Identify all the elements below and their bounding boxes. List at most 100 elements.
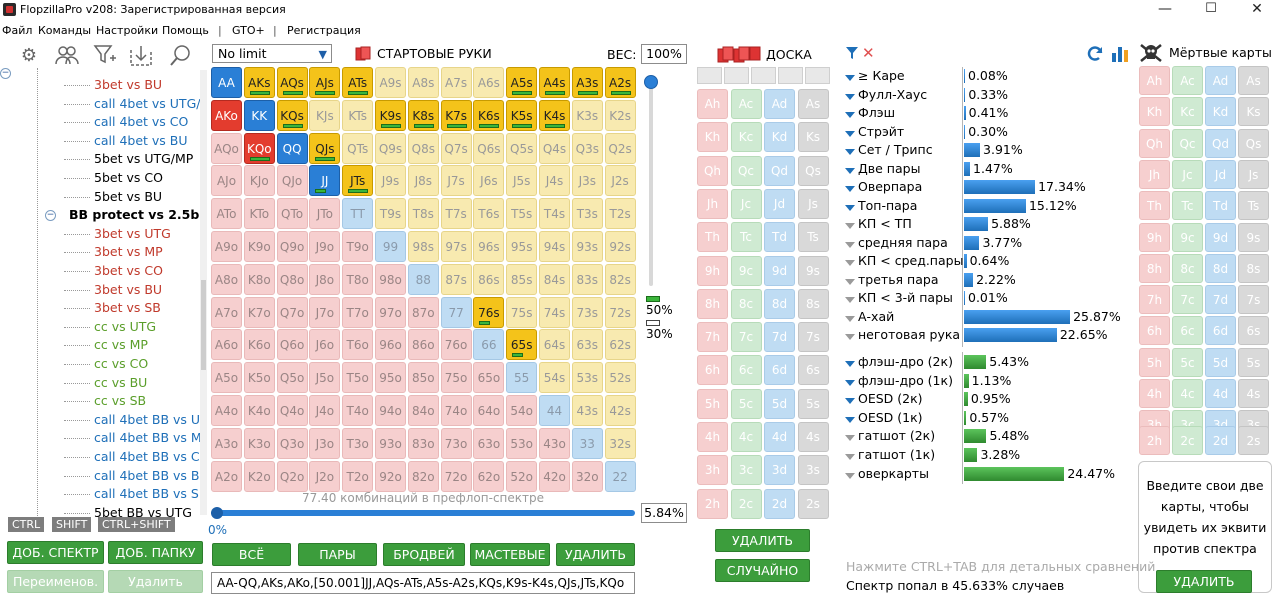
- hand-cell[interactable]: A3o: [211, 428, 242, 459]
- hand-cell[interactable]: J4o: [309, 395, 340, 426]
- board-card[interactable]: Kd: [764, 122, 795, 152]
- board-card[interactable]: Td: [764, 222, 795, 252]
- dead-card[interactable]: 8h: [1139, 254, 1170, 283]
- hand-cell[interactable]: 85o: [408, 362, 439, 393]
- select-all-button[interactable]: ВСЁ: [212, 543, 291, 566]
- game-type-select[interactable]: No limit ▼: [212, 44, 332, 63]
- hand-cell[interactable]: Q9s: [375, 133, 406, 164]
- hand-cell[interactable]: A5s: [506, 67, 537, 98]
- stat-row[interactable]: флэш-дро (2к): [845, 353, 953, 371]
- stat-row[interactable]: Флэш: [845, 104, 895, 122]
- collapse-icon[interactable]: −: [45, 210, 56, 221]
- hand-cell[interactable]: K3o: [244, 428, 275, 459]
- board-card[interactable]: Jh: [697, 189, 728, 219]
- hand-cell[interactable]: 85s: [506, 264, 537, 295]
- hand-cell[interactable]: Q6s: [473, 133, 504, 164]
- hand-cell[interactable]: KJo: [244, 165, 275, 196]
- board-card[interactable]: 6h: [697, 355, 728, 385]
- hand-cell[interactable]: Q5o: [277, 362, 308, 393]
- dead-card[interactable]: Ks: [1238, 97, 1269, 126]
- hand-cell[interactable]: 42o: [539, 461, 570, 492]
- hand-cell[interactable]: K4s: [539, 100, 570, 131]
- board-card[interactable]: Js: [798, 189, 829, 219]
- clear-range-button[interactable]: УДАЛИТЬ: [556, 543, 635, 566]
- pairs-button[interactable]: ПАРЫ: [298, 543, 377, 566]
- hand-cell[interactable]: 95o: [375, 362, 406, 393]
- stat-row[interactable]: средняя пара: [845, 234, 948, 252]
- board-card[interactable]: Qc: [731, 156, 762, 186]
- hand-cell[interactable]: T8o: [342, 264, 373, 295]
- dead-card[interactable]: 9h: [1139, 223, 1170, 252]
- stat-row[interactable]: Оверпара: [845, 178, 922, 196]
- hand-cell[interactable]: QJs: [309, 133, 340, 164]
- hand-cell[interactable]: T6o: [342, 329, 373, 360]
- filter-icon[interactable]: [845, 334, 855, 340]
- board-card[interactable]: 5s: [798, 389, 829, 419]
- filter-icon[interactable]: [845, 168, 855, 174]
- board-card[interactable]: 4c: [731, 422, 762, 452]
- hand-cell[interactable]: J7o: [309, 297, 340, 328]
- dead-card[interactable]: 2h: [1139, 426, 1170, 455]
- hand-cell[interactable]: 97s: [441, 231, 472, 262]
- hand-cell[interactable]: 76s: [473, 297, 504, 328]
- hand-cell[interactable]: 82s: [605, 264, 636, 295]
- dead-card[interactable]: Qc: [1172, 129, 1203, 158]
- tree-item[interactable]: cc vs UTG: [64, 318, 156, 336]
- stat-row[interactable]: оверкарты: [845, 465, 929, 483]
- stat-row[interactable]: OESD (1к): [845, 409, 923, 427]
- filter-icon[interactable]: [845, 454, 855, 460]
- hand-cell[interactable]: 65o: [473, 362, 504, 393]
- filter-icon[interactable]: [845, 186, 855, 192]
- hand-cell[interactable]: 82o: [408, 461, 439, 492]
- dead-card[interactable]: 6s: [1238, 316, 1269, 345]
- tree-item[interactable]: call 4bet vs BU: [64, 132, 188, 150]
- hand-cell[interactable]: 93s: [572, 231, 603, 262]
- hand-cell[interactable]: AJo: [211, 165, 242, 196]
- hand-cell[interactable]: T2s: [605, 198, 636, 229]
- dead-card[interactable]: 8s: [1238, 254, 1269, 283]
- stat-row[interactable]: флэш-дро (1к): [845, 372, 953, 390]
- hand-cell[interactable]: 96o: [375, 329, 406, 360]
- dead-card[interactable]: Qd: [1205, 129, 1236, 158]
- weight-slider[interactable]: [644, 75, 658, 290]
- dead-card[interactable]: Qs: [1238, 129, 1269, 158]
- hand-cell[interactable]: Q9o: [277, 231, 308, 262]
- tree-item[interactable]: 3bet vs BU: [64, 76, 162, 94]
- hand-cell[interactable]: J2s: [605, 165, 636, 196]
- dead-card[interactable]: 2c: [1172, 426, 1203, 455]
- hand-cell[interactable]: 54o: [506, 395, 537, 426]
- hand-cell[interactable]: K8o: [244, 264, 275, 295]
- hand-cell[interactable]: 93o: [375, 428, 406, 459]
- percent-slider[interactable]: [211, 508, 635, 520]
- board-card[interactable]: As: [798, 89, 829, 119]
- board-card[interactable]: Ts: [798, 222, 829, 252]
- hand-cell[interactable]: A2o: [211, 461, 242, 492]
- filter-icon[interactable]: [845, 435, 855, 441]
- hand-cell[interactable]: KQo: [244, 133, 275, 164]
- hand-cell[interactable]: Q8o: [277, 264, 308, 295]
- tree-item[interactable]: call 4bet BB vs SB: [64, 485, 206, 503]
- hand-cell[interactable]: 32s: [605, 428, 636, 459]
- board-slot[interactable]: [805, 67, 830, 84]
- filter-icon[interactable]: [845, 149, 855, 155]
- board-card[interactable]: 4d: [764, 422, 795, 452]
- dead-card[interactable]: 9d: [1205, 223, 1236, 252]
- board-card[interactable]: 5d: [764, 389, 795, 419]
- dead-card[interactable]: 4d: [1205, 379, 1236, 408]
- dead-card[interactable]: Ah: [1139, 66, 1170, 95]
- hand-cell[interactable]: Q2o: [277, 461, 308, 492]
- hand-cell[interactable]: J8o: [309, 264, 340, 295]
- board-card[interactable]: Ac: [731, 89, 762, 119]
- hand-cell[interactable]: A7o: [211, 297, 242, 328]
- board-card[interactable]: 7c: [731, 322, 762, 352]
- filter-icon[interactable]: [845, 398, 855, 404]
- collapse-icon[interactable]: −: [0, 68, 11, 79]
- hand-cell[interactable]: A5o: [211, 362, 242, 393]
- dead-card[interactable]: 5h: [1139, 348, 1170, 377]
- hand-cell[interactable]: KJs: [309, 100, 340, 131]
- hand-cell[interactable]: ATo: [211, 198, 242, 229]
- board-card[interactable]: 8h: [697, 289, 728, 319]
- refresh-icon[interactable]: [1086, 45, 1104, 66]
- hand-cell[interactable]: A9o: [211, 231, 242, 262]
- board-card[interactable]: Tc: [731, 222, 762, 252]
